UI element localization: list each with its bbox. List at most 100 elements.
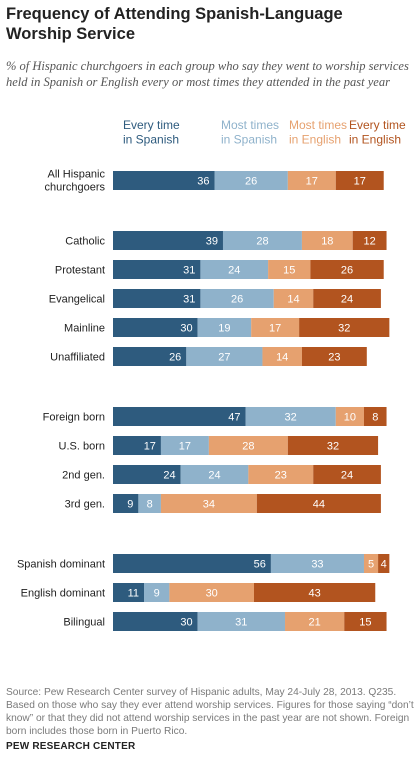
bar-segment bbox=[113, 612, 198, 631]
bar-segment bbox=[200, 289, 274, 308]
bar-segment bbox=[254, 583, 376, 602]
data-label: 32 bbox=[285, 412, 297, 424]
data-label: 43 bbox=[309, 588, 321, 600]
legend-entry: Most times bbox=[289, 118, 347, 132]
bar-segment bbox=[313, 289, 381, 308]
source-note: Source: Pew Research Center survey of Hi… bbox=[6, 686, 414, 738]
bar-segment bbox=[200, 260, 269, 279]
bar-segment bbox=[113, 289, 201, 308]
bar-segment bbox=[113, 494, 139, 513]
bar-segment bbox=[363, 554, 379, 573]
data-label: 5 bbox=[368, 559, 374, 571]
bar-segment bbox=[301, 231, 353, 250]
bar-segment bbox=[186, 347, 263, 366]
data-label: 19 bbox=[218, 323, 230, 335]
row-label: 3rd gen. bbox=[65, 499, 105, 511]
data-label: 8 bbox=[147, 499, 153, 511]
data-label: 9 bbox=[127, 499, 133, 511]
bar-segment bbox=[197, 318, 252, 337]
row-label: Foreign born bbox=[43, 412, 105, 424]
legend-entry: in Spanish bbox=[123, 133, 179, 147]
bar-segment bbox=[138, 494, 161, 513]
source-line: born includes those born in Puerto Rico. bbox=[6, 726, 188, 737]
data-label: 32 bbox=[327, 441, 339, 453]
data-label: 56 bbox=[254, 559, 266, 571]
data-label: 27 bbox=[218, 352, 230, 364]
legend-entry: Every time bbox=[349, 118, 406, 132]
data-label: 24 bbox=[341, 294, 353, 306]
bar-segment bbox=[299, 318, 390, 337]
data-label: 31 bbox=[183, 265, 195, 277]
data-label: 31 bbox=[235, 617, 247, 629]
bar-segment bbox=[363, 407, 387, 426]
data-label: 28 bbox=[242, 441, 254, 453]
bar-segment bbox=[285, 612, 345, 631]
data-label: 24 bbox=[228, 265, 240, 277]
bar-segment bbox=[248, 465, 314, 484]
legend-entry: in English bbox=[289, 133, 341, 147]
data-label: 17 bbox=[269, 323, 281, 335]
bar-segment bbox=[160, 436, 209, 455]
bar-segment bbox=[214, 171, 288, 190]
chart-title: Frequency of Attending Spanish-Language … bbox=[6, 5, 343, 43]
data-label: 44 bbox=[313, 499, 325, 511]
bar-segment bbox=[113, 554, 271, 573]
data-label: 10 bbox=[344, 412, 356, 424]
legend-entry: Most times bbox=[221, 118, 279, 132]
data-label: 17 bbox=[354, 176, 366, 188]
row-label: Bilingual bbox=[63, 617, 105, 629]
bar-segment bbox=[251, 318, 300, 337]
bar-segment bbox=[301, 347, 367, 366]
bar-segment bbox=[208, 436, 288, 455]
data-label: 14 bbox=[287, 294, 299, 306]
bar-segment bbox=[310, 260, 384, 279]
data-label: 17 bbox=[306, 176, 318, 188]
row-label: Unaffiliated bbox=[50, 352, 105, 364]
data-label: 32 bbox=[338, 323, 350, 335]
bar-segment bbox=[197, 612, 286, 631]
data-label: 9 bbox=[154, 588, 160, 600]
source-line: know” or that they did not attend worshi… bbox=[6, 713, 410, 724]
data-label: 31 bbox=[183, 294, 195, 306]
data-label: 30 bbox=[180, 617, 192, 629]
bar-segment bbox=[113, 583, 145, 602]
data-label: 23 bbox=[328, 352, 340, 364]
data-label: 17 bbox=[144, 441, 156, 453]
bar-segment bbox=[352, 231, 387, 250]
data-label: 24 bbox=[163, 470, 175, 482]
data-label: 14 bbox=[276, 352, 288, 364]
bar-segment bbox=[268, 260, 311, 279]
bar-segment bbox=[113, 318, 198, 337]
bar-segment bbox=[273, 289, 314, 308]
bar-segment bbox=[256, 494, 381, 513]
row-label: churchgoers bbox=[44, 182, 105, 194]
row-label: All Hispanic bbox=[48, 169, 106, 181]
row-label: Spanish dominant bbox=[17, 559, 105, 571]
bar-segment bbox=[270, 554, 364, 573]
data-label: 28 bbox=[256, 236, 268, 248]
bar-segment bbox=[335, 407, 364, 426]
data-label: 30 bbox=[180, 323, 192, 335]
bar-segment bbox=[160, 494, 257, 513]
bar-segment bbox=[113, 347, 187, 366]
legend-entry: in Spanish bbox=[221, 133, 277, 147]
bar-segment bbox=[113, 436, 161, 455]
bar-segment bbox=[180, 465, 249, 484]
data-label: 34 bbox=[203, 499, 215, 511]
bar-segment bbox=[378, 554, 390, 573]
data-label: 11 bbox=[128, 588, 139, 600]
data-label: 8 bbox=[372, 412, 378, 424]
data-label: 23 bbox=[275, 470, 287, 482]
row-label: U.S. born bbox=[59, 441, 105, 453]
bar-segment bbox=[344, 612, 387, 631]
legend-entry: in English bbox=[349, 133, 401, 147]
bar-segment bbox=[113, 171, 215, 190]
organization-name: PEW RESEARCH CENTER bbox=[6, 741, 136, 752]
bar-segment bbox=[169, 583, 254, 602]
row-label: Mainline bbox=[64, 323, 105, 335]
data-label: 30 bbox=[206, 588, 218, 600]
data-label: 36 bbox=[197, 176, 209, 188]
source-line: Source: Pew Research Center survey of Hi… bbox=[6, 687, 397, 698]
row-label: Catholic bbox=[65, 236, 105, 248]
